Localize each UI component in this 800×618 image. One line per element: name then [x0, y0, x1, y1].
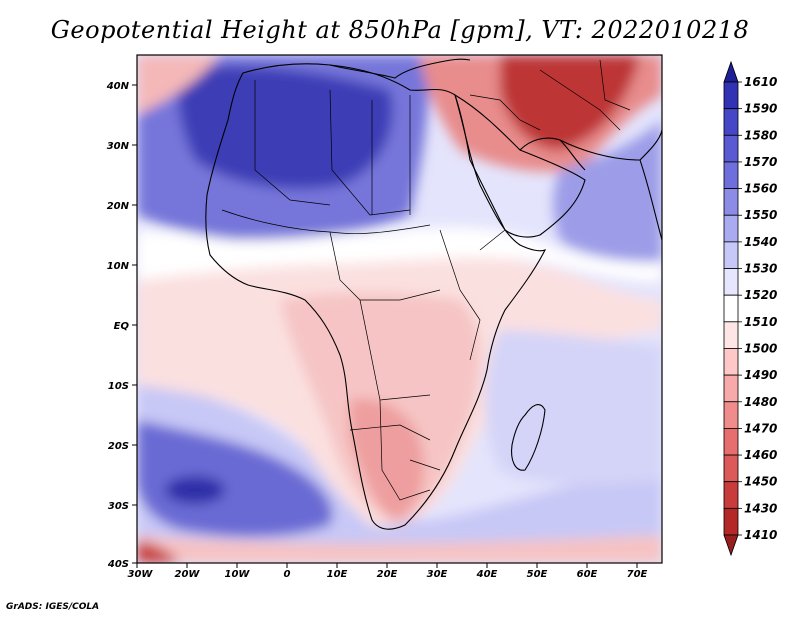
- x-axis-labels: 30W 20W 10W 0 10E 20E 30E 40E 50E 60E 70…: [128, 569, 648, 580]
- india-coast: [639, 159, 662, 241]
- colorbar-label: 1520: [744, 288, 777, 302]
- colorbar-segment: [723, 348, 739, 376]
- x-tick-label: 0: [284, 569, 291, 580]
- x-tick-label: 30E: [427, 569, 448, 580]
- field-south-atlantic-core: [165, 476, 225, 504]
- field-southern-low: [350, 399, 424, 520]
- colorbar-segment: [723, 374, 739, 403]
- x-tick-label: 70E: [627, 569, 648, 580]
- x-tick-label: 40E: [476, 569, 498, 580]
- colorbar-segment: [723, 321, 739, 349]
- field-southwest-corner: [137, 540, 180, 563]
- mediterranean-coast: [329, 58, 471, 79]
- x-tick-label: 20W: [175, 569, 201, 580]
- y-tick-label: 30N: [107, 141, 130, 152]
- colorbar-label: 1460: [744, 448, 777, 462]
- colorbar-top-arrow: [723, 60, 739, 83]
- field-madagascar-region: [485, 330, 662, 485]
- colorbar-label: 1430: [744, 501, 777, 515]
- border-sahara-2: [329, 89, 411, 216]
- x-tick-label: 50E: [527, 569, 548, 580]
- border-sahara-1: [254, 80, 331, 206]
- colorbar-segment: [723, 481, 739, 509]
- colorbar-label: 1550: [744, 208, 777, 222]
- colorbar-segment: [723, 294, 739, 323]
- colorbar-label: 1540: [744, 235, 777, 249]
- iran-coast: [559, 129, 662, 161]
- colorbar-segment: [723, 428, 739, 456]
- colorbar-segment: [723, 108, 739, 136]
- border-east: [439, 229, 481, 361]
- height-field: [137, 55, 662, 563]
- colorbar-label: 1500: [744, 341, 777, 355]
- colorbar-segment: [723, 268, 739, 296]
- colorbar: 1610 1590 1580 1570 1560 1550 1540 1530 1520 1510…: [723, 60, 777, 557]
- y-tick-label: 10N: [107, 261, 130, 272]
- field-south-atlantic-high: [137, 420, 333, 537]
- field-north-deep-high: [178, 66, 393, 189]
- colorbar-label: 1510: [744, 315, 777, 329]
- colorbar-label: 1560: [744, 182, 777, 196]
- field-northeast-deep-low: [500, 55, 640, 150]
- colorbar-label: 1580: [744, 128, 777, 142]
- colorbar-label: 1490: [744, 368, 777, 382]
- x-tick-label: 20E: [377, 569, 398, 580]
- colorbar-label: 1530: [744, 262, 777, 276]
- x-tick-label: 60E: [577, 569, 598, 580]
- border-middle-east-2: [539, 69, 621, 131]
- border-central-2: [359, 299, 431, 401]
- border-middle-east-3: [599, 59, 631, 111]
- x-tick-label: 10W: [225, 569, 251, 580]
- field-southern-edge: [137, 535, 662, 563]
- border-south-3: [409, 459, 441, 471]
- colorbar-segment: [723, 454, 739, 483]
- colorbar-label: 1470: [744, 421, 777, 435]
- colorbar-segment: [723, 161, 739, 189]
- tick-marks: [132, 84, 638, 568]
- colorbar-label: 1450: [744, 475, 777, 489]
- grads-credit: GrADS: IGES/COLA: [6, 602, 100, 612]
- madagascar-coastline: [511, 404, 546, 471]
- border-horn: [479, 229, 506, 251]
- y-tick-label: 40S: [107, 559, 129, 570]
- colorbar-bottom-arrow: [723, 534, 739, 557]
- field-white-band: [137, 227, 662, 282]
- colorbar-segment: [723, 214, 739, 243]
- colorbar-segment: [723, 241, 739, 269]
- colorbar-label: 1480: [744, 395, 777, 409]
- border-middle-east-1: [469, 94, 541, 131]
- y-axis-labels: 40N 30N 20N 10N EQ 10S 20S 30S 40S: [106, 81, 130, 570]
- colorbar-segment: [723, 188, 739, 216]
- colorbar-label: 1410: [744, 528, 777, 542]
- colorbar-label: 1590: [744, 102, 777, 116]
- y-tick-label: EQ: [114, 321, 130, 332]
- field-east-high: [553, 120, 662, 262]
- colorbar-segment: [723, 507, 739, 536]
- border-south-1: [349, 424, 431, 441]
- x-tick-label: 10E: [327, 569, 348, 580]
- y-tick-label: 40N: [106, 81, 130, 92]
- colorbar-label: 1570: [744, 155, 777, 169]
- y-tick-label: 20S: [108, 441, 129, 452]
- border-south-2: [379, 399, 431, 501]
- colorbar-segment: [723, 134, 739, 163]
- chart-title: Geopotential Height at 850hPa [gpm], VT:…: [50, 16, 750, 44]
- y-tick-label: 20N: [107, 201, 130, 212]
- country-borders: [221, 59, 631, 501]
- colorbar-segment: [723, 81, 739, 110]
- map-frame: [136, 54, 663, 564]
- field-northwest-low: [137, 55, 220, 115]
- y-tick-label: 30S: [108, 501, 129, 512]
- colorbar-segment: [723, 401, 739, 429]
- colorbar-label: 1610: [744, 75, 777, 89]
- coastlines: [205, 58, 662, 530]
- y-tick-label: 10S: [108, 381, 129, 392]
- x-tick-label: 30W: [128, 569, 154, 580]
